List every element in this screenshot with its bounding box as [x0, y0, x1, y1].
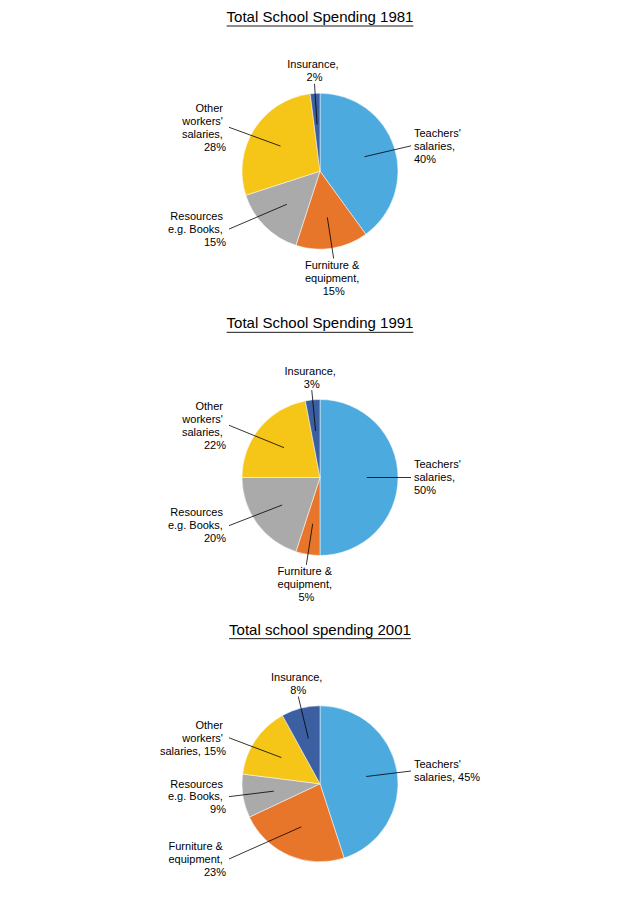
data-label: Teachers' salaries, 45%: [414, 758, 480, 783]
data-label: Insurance, 8%: [271, 671, 325, 696]
leader-line: [229, 738, 281, 758]
leader-line: [306, 524, 312, 565]
label-line: Resources: [170, 777, 223, 789]
wedge: [242, 478, 320, 552]
label-line: salaries,: [182, 128, 223, 140]
label-line: equipment,: [278, 578, 332, 590]
label-line: Furniture &: [278, 565, 333, 577]
chart: Total school spending 2001 Teachers' sala…: [160, 621, 480, 878]
label-line: Insurance,: [285, 364, 336, 376]
label-line: 15%: [204, 236, 226, 248]
chart: Total School Spending 1981 Teachers' sala…: [168, 8, 464, 297]
leader-line: [327, 217, 333, 258]
label-line: Teachers': [414, 758, 461, 770]
data-label: Resources e.g. Books, 9%: [168, 777, 226, 815]
title: Total school spending 2001: [229, 621, 411, 638]
pie: Teachers' salaries, 45% Furniture & equip…: [160, 671, 480, 878]
label-line: 28%: [204, 141, 226, 153]
label-line: 15%: [323, 285, 345, 297]
leader-line: [315, 84, 318, 125]
label-line: Other: [195, 400, 223, 412]
data-label: Resources e.g. Books, 20%: [168, 506, 226, 544]
label-line: Other: [195, 719, 223, 731]
leader-line: [229, 204, 287, 229]
data-label: Furniture & equipment, 5%: [278, 565, 336, 603]
wedge: [310, 93, 320, 171]
title: Total School Spending 1981: [227, 8, 414, 25]
label-line: e.g. Books,: [168, 223, 223, 235]
data-label: Resources e.g. Books, 15%: [168, 210, 226, 248]
label-line: 2%: [307, 71, 323, 83]
leader-line: [366, 771, 411, 776]
label-line: Resources: [170, 506, 223, 518]
label-line: workers': [181, 732, 223, 744]
label-line: equipment,: [305, 272, 359, 284]
label-line: salaries,: [414, 140, 455, 152]
pie: Teachers' salaries, 50% Furniture & equip…: [168, 364, 464, 603]
label-line: workers': [181, 413, 223, 425]
data-label: Teachers' salaries, 40%: [414, 127, 464, 165]
data-label: Teachers' salaries, 50%: [414, 458, 464, 496]
label-line: 9%: [210, 803, 226, 815]
data-label: Other workers' salaries, 28%: [181, 102, 226, 153]
label-line: salaries,: [414, 471, 455, 483]
wedge: [282, 706, 320, 784]
leader-line: [312, 390, 316, 431]
data-label: Insurance, 3%: [285, 364, 339, 389]
label-line: Insurance,: [287, 58, 338, 70]
label-line: salaries, 15%: [160, 745, 226, 757]
title-underline: [227, 332, 414, 333]
label-line: Resources: [170, 210, 223, 222]
leader-line: [298, 696, 308, 738]
label-line: salaries,: [182, 426, 223, 438]
pie: Teachers' salaries, 40% Furniture & equip…: [168, 58, 464, 297]
labels: Teachers' salaries, 50% Furniture & equip…: [168, 364, 464, 603]
label-line: 8%: [290, 684, 306, 696]
label-line: 23%: [204, 866, 226, 878]
label-line: workers': [181, 115, 223, 127]
label-line: salaries, 45%: [414, 771, 480, 783]
label-line: 20%: [204, 532, 226, 544]
label-line: Furniture &: [169, 840, 224, 852]
leader-line: [229, 791, 274, 796]
title-underline: [227, 26, 414, 27]
label-line: Teachers': [414, 127, 461, 139]
label-line: Furniture &: [305, 259, 360, 271]
label-line: 3%: [304, 377, 320, 389]
data-label: Other workers' salaries, 22%: [181, 400, 226, 451]
leader-line: [229, 827, 301, 859]
data-label: Insurance, 2%: [287, 58, 341, 83]
wedge: [305, 400, 320, 478]
label-line: e.g. Books,: [168, 790, 223, 802]
leader-line: [229, 505, 282, 526]
label-line: 50%: [414, 484, 436, 496]
leader-line: [367, 477, 411, 478]
label-line: 5%: [298, 591, 314, 603]
title: Total School Spending 1991: [227, 314, 414, 331]
wedges: [242, 706, 398, 862]
label-line: Teachers': [414, 458, 461, 470]
labels: Teachers' salaries, 45% Furniture & equip…: [160, 671, 480, 878]
leader-line: [229, 425, 284, 447]
label-line: equipment,: [169, 853, 223, 865]
chart: Total School Spending 1991 Teachers' sala…: [168, 314, 464, 603]
leader-line: [365, 146, 411, 157]
wedge: [242, 94, 320, 195]
figure: Total School Spending 1981 Teachers' sala…: [0, 0, 640, 919]
label-line: 40%: [414, 153, 436, 165]
data-label: Other workers' salaries, 15%: [160, 719, 226, 757]
label-line: 22%: [204, 439, 226, 451]
leader-line: [229, 127, 280, 146]
labels: Teachers' salaries, 40% Furniture & equip…: [168, 58, 464, 297]
label-line: Insurance,: [271, 671, 322, 683]
data-label: Furniture & equipment, 23%: [169, 840, 227, 878]
label-line: e.g. Books,: [168, 519, 223, 531]
data-label: Furniture & equipment, 15%: [305, 259, 363, 297]
label-line: Other: [195, 102, 223, 114]
wedges: [242, 93, 398, 249]
title-underline: [229, 638, 411, 639]
